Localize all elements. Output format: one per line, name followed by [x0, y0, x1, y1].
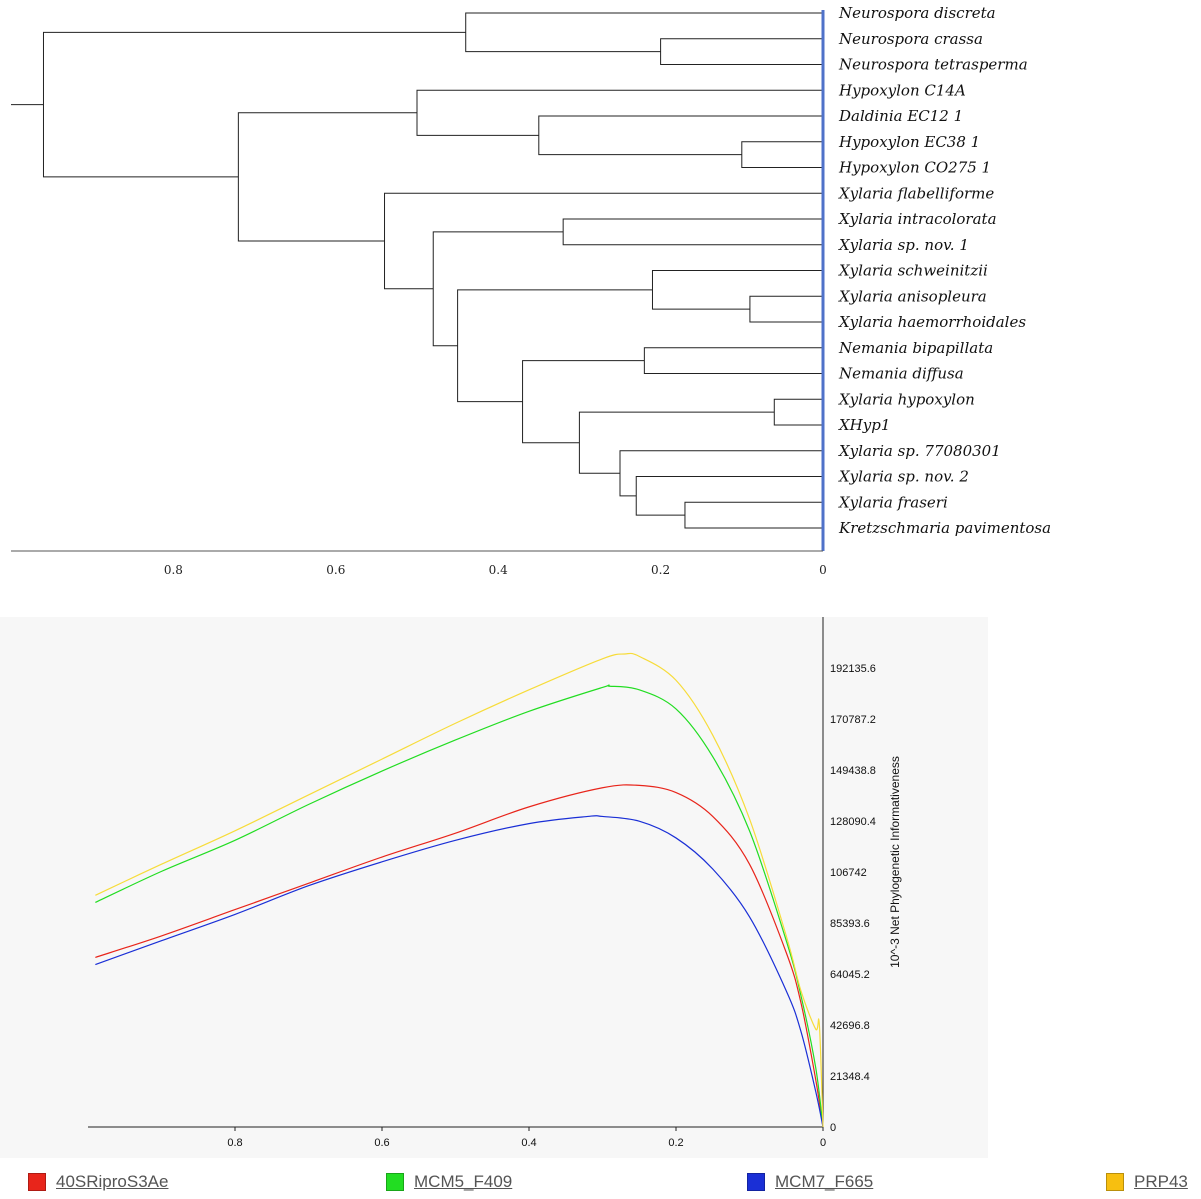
series-line-1	[95, 784, 824, 1128]
series-line-2	[95, 684, 824, 1128]
leaf-label: Hypoxylon EC38 1	[838, 133, 980, 151]
leaf-label: Xylaria flabelliforme	[838, 184, 994, 202]
series-line-4	[95, 652, 824, 1128]
chart-y-tick-label: 64045.2	[830, 969, 870, 981]
informativeness-chart: 0.8 0.6 0.4 0.2 00 21348.4 42696.8 64045.2 85393…	[88, 617, 902, 1149]
legend-item-3: MCM7_F665	[747, 1170, 873, 1194]
leaf-label: Hypoxylon C14A	[838, 81, 966, 99]
leaf-label: Xylaria anisopleura	[838, 287, 987, 305]
leaf-label: Hypoxylon CO275 1	[838, 159, 991, 177]
legend-swatch-3	[747, 1173, 765, 1191]
legend-item-4: PRP43	[1106, 1170, 1188, 1194]
leaf-label: Xylaria hypoxylon	[838, 390, 975, 408]
legend-label-1: 40SRiproS3Ae	[56, 1172, 169, 1191]
leaf-label: Xylaria sp. 77080301	[838, 442, 1001, 460]
chart-x-tick-label: 0.6	[374, 1137, 389, 1149]
dendrogram-branch	[237, 112, 417, 242]
leaf-label: Nemania bipapillata	[838, 339, 993, 357]
dendrogram-branch	[684, 501, 823, 529]
dendrogram-branch	[465, 12, 823, 53]
leaf-label: Xylaria haemorrhoidales	[838, 313, 1026, 331]
legend-item-2: MCM5_F409	[386, 1170, 512, 1194]
chart-y-tick-label: 21348.4	[830, 1071, 870, 1083]
leaf-label: Kretzschmaria pavimentosa	[838, 519, 1051, 537]
dendrogram-branch	[749, 295, 823, 323]
leaf-label: Xylaria schweinitzii	[838, 262, 988, 280]
dendrogram-x-tick-label: 0.8	[164, 563, 183, 577]
dendrogram-x-tick-label: 0.4	[489, 563, 508, 577]
leaf-label: Neurospora tetrasperma	[838, 56, 1028, 74]
legend-swatch-2	[386, 1173, 404, 1191]
dendrogram-x-tick-label: 0	[819, 563, 827, 577]
dendrogram-branch	[457, 289, 653, 403]
chart-y-tick-label: 170787.2	[830, 714, 876, 726]
leaf-label: Nemania diffusa	[838, 365, 964, 383]
dendrogram-branch	[538, 115, 823, 156]
dendrogram-branch	[635, 476, 823, 516]
dendrogram: Neurospora discreta Neurospora crassa Neur…	[11, 4, 1051, 577]
dendrogram-branch	[432, 231, 564, 347]
dendrogram-branch	[578, 411, 775, 474]
informativeness-chart-panel: 0.8 0.6 0.4 0.2 0 0 21348.4 42696.8 64045.2 85393…	[0, 617, 988, 1158]
dendrogram-branch	[741, 141, 823, 168]
chart-y-tick-label: 85393.6	[830, 918, 870, 930]
dendrogram-branch	[522, 360, 645, 444]
dendrogram-branch	[619, 450, 823, 497]
legend-item-1: 40SRiproS3Ae	[28, 1170, 168, 1194]
dendrogram-x-tick-label: 0.6	[326, 563, 345, 577]
chart-y-tick-label: 192135.6	[830, 663, 876, 675]
dendrogram-branch	[384, 192, 823, 290]
leaf-label: Xylaria sp. nov. 2	[838, 468, 969, 486]
dendrogram-branch	[660, 38, 823, 65]
leaf-label: Daldinia EC12 1	[838, 107, 963, 125]
chart-y-tick-label: 106742	[830, 867, 867, 879]
legend-label-2: MCM5_F409	[414, 1172, 513, 1191]
chart-x-tick-label: 0.4	[521, 1137, 536, 1149]
chart-x-tick-label: 0	[820, 1137, 826, 1149]
leaf-label: Neurospora crassa	[838, 30, 983, 48]
chart-x-tick-label: 0.2	[668, 1137, 683, 1149]
dendrogram-branch	[773, 398, 823, 426]
chart-y-tick-label: 149438.8	[830, 765, 876, 777]
legend-swatch-1	[28, 1173, 46, 1191]
dendrogram-x-tick-label: 0.2	[651, 563, 670, 577]
dendrogram-branch	[651, 270, 823, 310]
leaf-label: Xylaria sp. nov. 1	[838, 236, 969, 254]
series-line-3	[95, 815, 824, 1128]
dendrogram-branches	[11, 12, 823, 529]
leaf-label: Xylaria intracolorata	[838, 210, 997, 228]
leaf-label: XHyp1	[838, 416, 890, 434]
chart-y-axis-title: 10^-3 Net Phylogenetic Informativeness	[888, 756, 902, 968]
chart-y-tick-label: 128090.4	[830, 816, 876, 828]
dendrogram-branch	[643, 347, 823, 374]
chart-y-tick-label: 0	[830, 1122, 836, 1134]
legend-label-4: PRP43	[1134, 1172, 1188, 1191]
chart-x-tick-label: 0.8	[227, 1137, 242, 1149]
dendrogram-branch	[42, 31, 466, 178]
leaf-label: Xylaria fraseri	[838, 493, 948, 511]
dendrogram-branch	[416, 89, 823, 136]
legend-swatch-4	[1106, 1173, 1124, 1191]
legend-label-3: MCM7_F665	[775, 1172, 874, 1191]
chart-y-tick-label: 42696.8	[830, 1020, 870, 1032]
leaf-label: Neurospora discreta	[838, 4, 996, 22]
dendrogram-branch	[562, 218, 823, 246]
legend: 40SRiproS3Ae MCM5_F409 MCM7_F665 PRP43	[0, 1160, 1201, 1199]
